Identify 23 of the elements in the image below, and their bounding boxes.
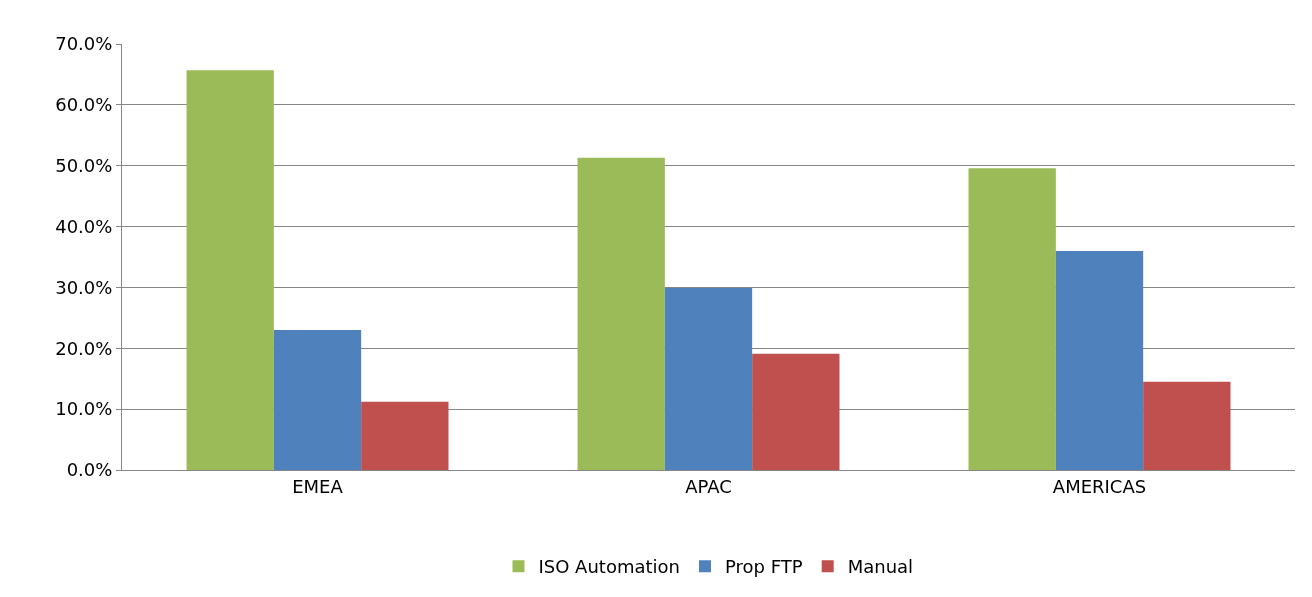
bar (752, 353, 840, 470)
y-tick-label: 70.0% (55, 33, 113, 55)
bar (1143, 381, 1231, 470)
y-tick-label: 0.0% (66, 459, 113, 481)
x-tick-label: APAC (685, 475, 732, 497)
y-tick-label: 20.0% (55, 337, 113, 359)
y-tick-label: 40.0% (55, 215, 113, 237)
legend-label: ISO Automation (538, 556, 680, 578)
y-tick-label: 30.0% (55, 276, 113, 298)
bar (1055, 250, 1144, 470)
bar (361, 401, 449, 470)
bar (273, 330, 362, 470)
x-tick-label: AMERICAS (1052, 475, 1147, 497)
y-tick-label: 10.0% (55, 398, 113, 420)
legend-label: Prop FTP (724, 556, 803, 578)
bar (577, 157, 665, 470)
legend-label: Manual (847, 556, 914, 578)
bar (664, 288, 753, 470)
y-tick-label: 50.0% (55, 155, 113, 177)
y-tick-label: 60.0% (55, 94, 113, 116)
bar (968, 168, 1056, 470)
x-tick-label: EMEA (292, 475, 344, 497)
bar (186, 70, 274, 470)
